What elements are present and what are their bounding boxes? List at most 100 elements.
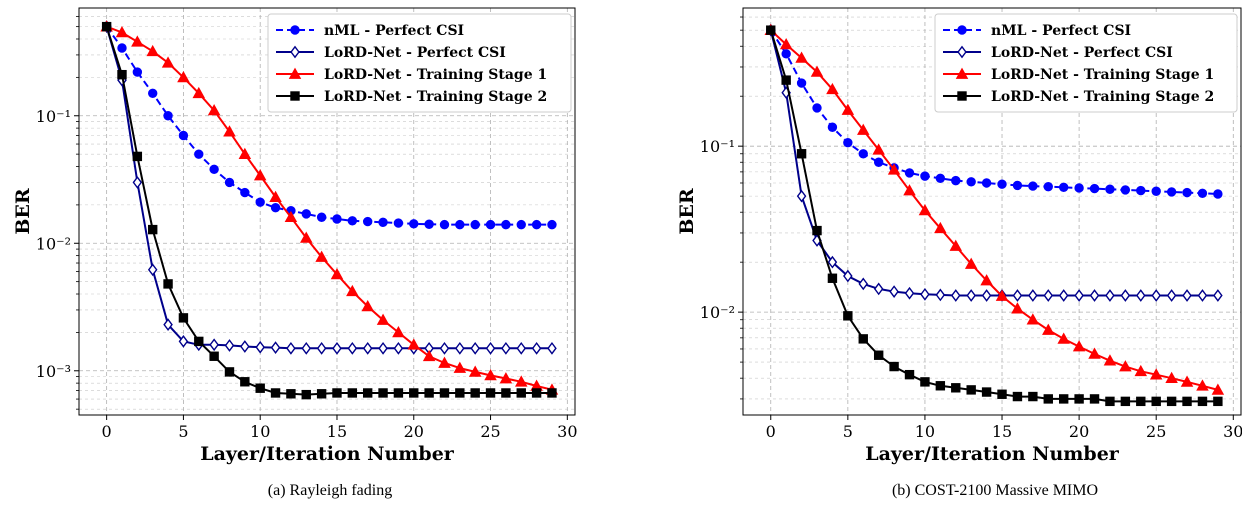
data-point bbox=[1026, 313, 1040, 325]
data-point bbox=[1088, 347, 1101, 359]
data-point bbox=[347, 216, 358, 226]
data-point bbox=[255, 197, 265, 207]
data-point bbox=[981, 387, 992, 397]
data-point bbox=[468, 365, 482, 377]
data-point bbox=[1011, 302, 1024, 314]
data-point bbox=[332, 341, 342, 355]
data-point bbox=[516, 341, 527, 355]
data-point bbox=[378, 388, 388, 398]
data-point bbox=[918, 204, 932, 216]
x-tick-label: 10 bbox=[250, 422, 270, 441]
legend: nML - Perfect CSI LoRD-Net - Perfect CSI L… bbox=[267, 13, 572, 113]
data-point bbox=[470, 388, 480, 398]
x-axis-label: Layer/Iteration Number bbox=[865, 443, 1120, 465]
data-point bbox=[501, 341, 511, 355]
legend-label: LoRD-Net - Training Stage 1 bbox=[324, 67, 547, 83]
legend: nML - Perfect CSI LoRD-Net - Perfect CSI L… bbox=[934, 13, 1238, 113]
data-point bbox=[1211, 383, 1225, 395]
legend-label: nML - Perfect CSI bbox=[991, 23, 1131, 39]
data-point bbox=[300, 231, 313, 243]
data-point bbox=[315, 250, 328, 262]
legend-label: LoRD-Net - Training Stage 2 bbox=[324, 89, 547, 105]
data-point bbox=[161, 56, 175, 68]
legend-entry: LoRD-Net - Training Stage 1 bbox=[943, 67, 1214, 83]
data-point bbox=[132, 151, 143, 162]
y-tick-label: 10⁻³ bbox=[36, 362, 71, 381]
data-point bbox=[270, 341, 281, 354]
data-point bbox=[455, 388, 465, 398]
data-point bbox=[873, 157, 884, 167]
data-point bbox=[255, 383, 265, 393]
data-point bbox=[409, 219, 419, 229]
data-point bbox=[1119, 360, 1132, 372]
x-tick-label: 30 bbox=[1223, 422, 1242, 441]
data-point bbox=[240, 340, 250, 353]
data-point bbox=[903, 184, 916, 196]
plot-frame bbox=[78, 7, 576, 416]
figure-caption: (b) COST-2100 Massive MIMO bbox=[892, 482, 1098, 499]
legend-marker bbox=[290, 45, 300, 59]
data-point bbox=[270, 388, 281, 398]
x-tick-label: 15 bbox=[992, 422, 1012, 441]
legend-marker bbox=[957, 45, 967, 59]
data-point bbox=[1136, 396, 1146, 407]
data-point bbox=[796, 189, 807, 203]
data-point bbox=[1089, 183, 1100, 194]
data-point bbox=[981, 289, 992, 302]
data-point bbox=[781, 49, 791, 59]
data-point bbox=[301, 209, 311, 219]
data-point bbox=[980, 274, 993, 286]
data-point bbox=[378, 341, 388, 355]
data-point bbox=[826, 82, 839, 95]
legend-marker bbox=[290, 91, 300, 101]
data-point bbox=[858, 149, 868, 159]
legend-entry: nML - Perfect CSI bbox=[276, 23, 464, 39]
data-point bbox=[1120, 396, 1131, 407]
data-point bbox=[1057, 332, 1070, 344]
data-point bbox=[796, 78, 807, 88]
data-point bbox=[224, 339, 235, 352]
data-point bbox=[1151, 186, 1161, 196]
legend-marker bbox=[957, 25, 967, 35]
data-point bbox=[286, 341, 296, 355]
data-point bbox=[224, 177, 235, 188]
data-point bbox=[516, 219, 526, 230]
y-tick-label: 10⁻¹ bbox=[700, 137, 735, 156]
data-point bbox=[192, 86, 206, 99]
data-point bbox=[1182, 396, 1192, 407]
x-tick-label: 25 bbox=[1146, 422, 1166, 441]
data-point bbox=[178, 313, 189, 323]
data-point bbox=[316, 341, 327, 355]
data-point bbox=[501, 388, 511, 398]
data-point bbox=[547, 219, 557, 230]
data-point bbox=[178, 335, 189, 348]
data-point bbox=[951, 175, 961, 186]
data-point bbox=[812, 103, 822, 113]
data-point bbox=[843, 137, 853, 148]
data-point bbox=[873, 350, 884, 360]
data-point bbox=[951, 383, 961, 393]
data-point bbox=[1012, 180, 1023, 191]
data-point bbox=[827, 122, 838, 132]
data-point bbox=[392, 325, 405, 338]
data-point bbox=[1105, 184, 1115, 194]
data-point bbox=[316, 389, 327, 399]
data-point bbox=[1166, 396, 1177, 407]
data-point bbox=[920, 287, 930, 301]
data-point bbox=[117, 69, 127, 80]
data-point bbox=[779, 38, 793, 50]
data-point bbox=[332, 388, 342, 398]
data-point bbox=[376, 313, 390, 325]
data-point bbox=[284, 210, 298, 223]
data-point bbox=[362, 216, 373, 227]
data-point bbox=[253, 169, 267, 181]
x-tick-label: 5 bbox=[843, 422, 853, 441]
data-point bbox=[485, 341, 496, 355]
data-point bbox=[1197, 396, 1208, 407]
x-tick-label: 10 bbox=[915, 422, 935, 441]
legend-label: LoRD-Net - Perfect CSI bbox=[991, 45, 1173, 61]
data-point bbox=[843, 311, 853, 321]
data-point bbox=[1182, 187, 1192, 198]
data-point bbox=[934, 221, 947, 234]
